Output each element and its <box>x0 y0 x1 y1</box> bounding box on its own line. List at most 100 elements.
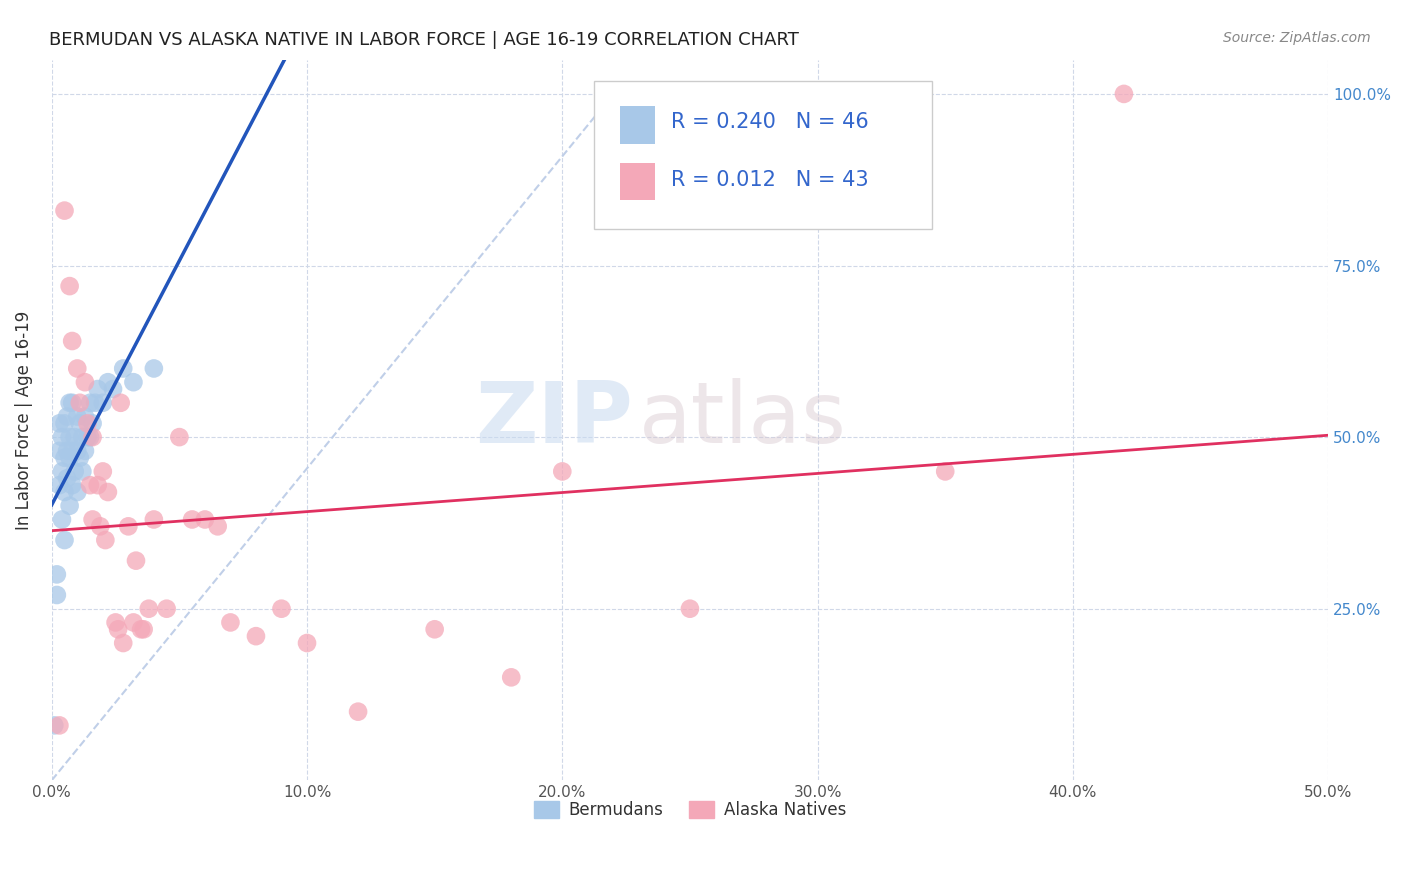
Point <box>1112 87 1135 101</box>
Point <box>60 443 83 458</box>
Point <box>86 382 108 396</box>
Point <box>48 478 70 492</box>
Point <box>94 533 117 547</box>
Point <box>73 375 96 389</box>
Point <box>51 512 73 526</box>
Point <box>101 382 124 396</box>
Point <box>69 396 91 410</box>
Point <box>194 512 217 526</box>
Point <box>122 375 145 389</box>
Point <box>107 622 129 636</box>
Point <box>66 485 89 500</box>
Point <box>59 450 82 465</box>
Point <box>169 430 191 444</box>
Point <box>423 622 446 636</box>
Point <box>66 443 89 458</box>
Point <box>82 512 104 526</box>
Point <box>679 601 702 615</box>
Point <box>56 443 79 458</box>
Point <box>53 417 76 431</box>
Point <box>91 465 114 479</box>
Point <box>219 615 242 630</box>
Point <box>156 601 179 615</box>
Point <box>45 567 67 582</box>
Point <box>60 478 83 492</box>
Point <box>59 499 82 513</box>
Point <box>181 512 204 526</box>
Point <box>56 471 79 485</box>
Point <box>73 409 96 424</box>
Point <box>142 361 165 376</box>
Text: R = 0.012   N = 43: R = 0.012 N = 43 <box>671 170 869 190</box>
Text: Source: ZipAtlas.com: Source: ZipAtlas.com <box>1223 31 1371 45</box>
Point <box>53 485 76 500</box>
Point <box>51 430 73 444</box>
Point <box>551 465 574 479</box>
Point <box>86 478 108 492</box>
Point <box>60 396 83 410</box>
Y-axis label: In Labor Force | Age 16-19: In Labor Force | Age 16-19 <box>15 310 32 530</box>
Point <box>44 718 66 732</box>
Point <box>72 430 94 444</box>
FancyBboxPatch shape <box>595 81 932 229</box>
Text: BERMUDAN VS ALASKA NATIVE IN LABOR FORCE | AGE 16-19 CORRELATION CHART: BERMUDAN VS ALASKA NATIVE IN LABOR FORCE… <box>49 31 799 49</box>
Point <box>142 512 165 526</box>
Point <box>51 465 73 479</box>
Point <box>501 670 523 684</box>
Point <box>82 430 104 444</box>
Text: atlas: atlas <box>638 378 846 461</box>
Point <box>79 430 101 444</box>
Point <box>84 396 107 410</box>
Point <box>270 601 292 615</box>
Point <box>53 203 76 218</box>
Point <box>347 705 370 719</box>
Point <box>69 450 91 465</box>
Point <box>89 519 111 533</box>
Point <box>59 396 82 410</box>
Point <box>112 636 135 650</box>
Point <box>97 375 120 389</box>
Point <box>97 485 120 500</box>
Point <box>73 443 96 458</box>
Point <box>79 478 101 492</box>
Point <box>934 465 956 479</box>
Point <box>63 465 86 479</box>
Point <box>112 361 135 376</box>
Point <box>91 396 114 410</box>
Point <box>48 417 70 431</box>
Point <box>48 443 70 458</box>
Point <box>117 519 139 533</box>
Legend: Bermudans, Alaska Natives: Bermudans, Alaska Natives <box>527 795 852 826</box>
Point <box>69 417 91 431</box>
Point <box>125 554 148 568</box>
Text: R = 0.240   N = 46: R = 0.240 N = 46 <box>671 112 869 132</box>
Point <box>129 622 152 636</box>
Point <box>132 622 155 636</box>
Point <box>66 409 89 424</box>
Point <box>104 615 127 630</box>
Point <box>110 396 132 410</box>
FancyBboxPatch shape <box>620 162 655 200</box>
FancyBboxPatch shape <box>620 106 655 144</box>
Point <box>122 615 145 630</box>
Point <box>245 629 267 643</box>
Point <box>72 465 94 479</box>
Point <box>76 430 98 444</box>
Point <box>63 430 86 444</box>
Point <box>60 334 83 348</box>
Point <box>66 361 89 376</box>
Point <box>76 417 98 431</box>
Point <box>53 533 76 547</box>
Point <box>82 417 104 431</box>
Point <box>207 519 229 533</box>
Point <box>45 588 67 602</box>
Point <box>79 396 101 410</box>
Point <box>56 409 79 424</box>
Point <box>138 601 160 615</box>
Point <box>295 636 318 650</box>
Point <box>59 279 82 293</box>
Text: ZIP: ZIP <box>475 378 633 461</box>
Point <box>53 450 76 465</box>
Point <box>48 718 70 732</box>
Point <box>59 430 82 444</box>
